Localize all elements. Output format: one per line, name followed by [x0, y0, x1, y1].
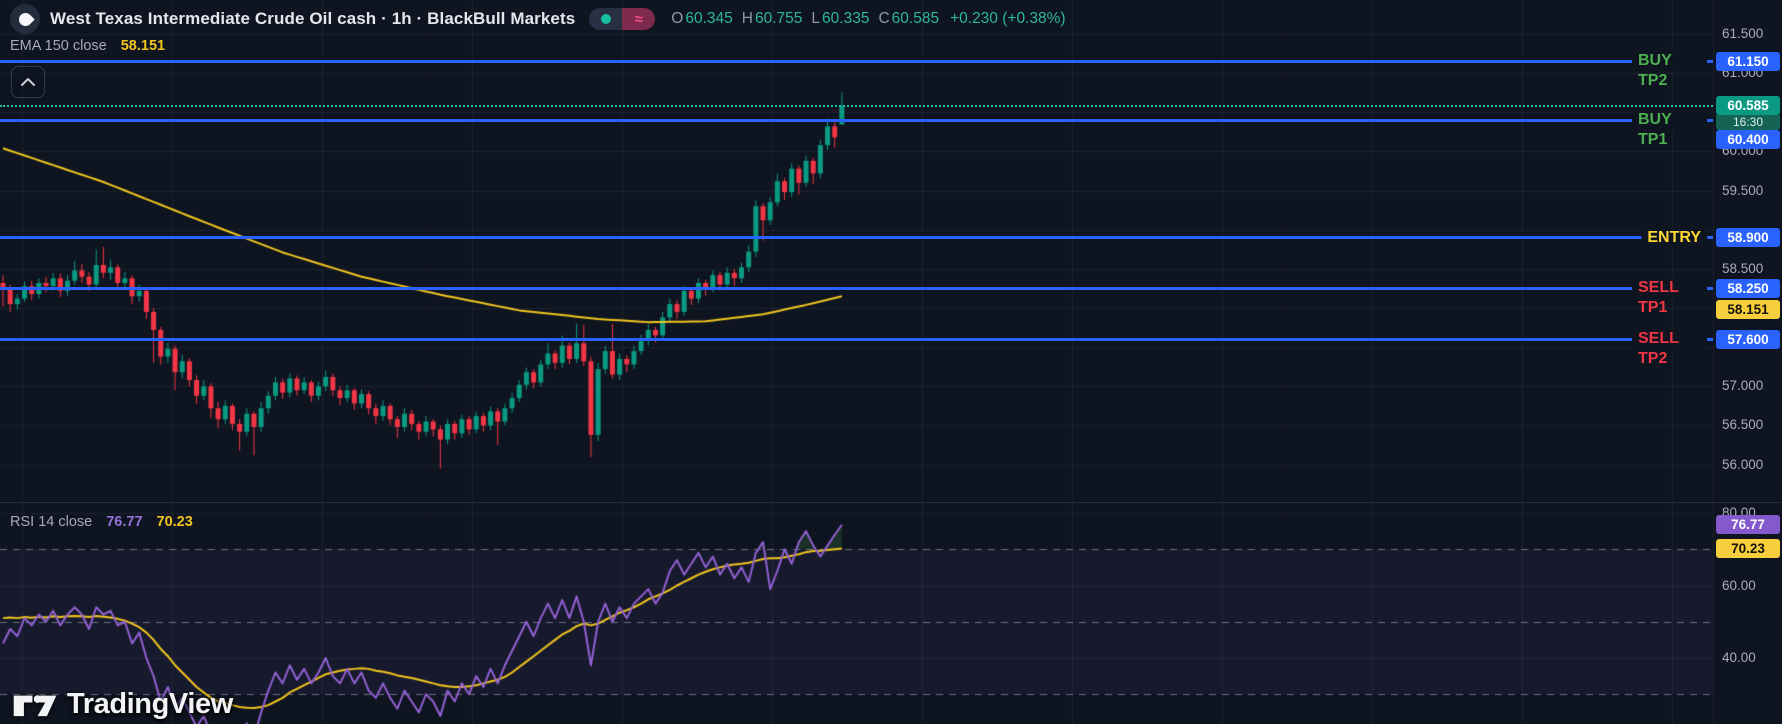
price-axis-tick: 61.500: [1722, 25, 1764, 41]
pane-separator[interactable]: [0, 502, 1782, 503]
rsi-axis-tick: 60.00: [1722, 577, 1756, 593]
level-price-pill: 57.600: [1716, 329, 1780, 349]
ema-legend[interactable]: EMA 150 close 58.151: [10, 38, 165, 54]
low-label: L: [811, 10, 821, 27]
price-axis-tick: 58.500: [1722, 260, 1764, 276]
symbol-title[interactable]: West Texas Intermediate Crude Oil cash ·…: [50, 9, 576, 28]
level-price-pill: 58.250: [1716, 278, 1780, 298]
level-label[interactable]: SELL TP1: [1632, 278, 1707, 316]
low-value: 60.335: [822, 10, 870, 27]
ema-legend-value: 58.151: [120, 38, 166, 54]
level-label[interactable]: ENTRY: [1641, 227, 1707, 248]
rsi-value-pill: 70.23: [1716, 538, 1780, 558]
price-axis[interactable]: 61.500 61.000 60.000 59.500 58.500 57.000 56.5…: [1713, 0, 1782, 724]
level-price-pill: 60.400: [1716, 129, 1780, 149]
tradingview-mark-icon: [13, 694, 57, 716]
bar-countdown-pill: 16:30: [1716, 115, 1780, 131]
open-label: O: [671, 10, 684, 27]
ohlc-readout: O 60.345 H 60.755 L 60.335 C 60.585 +0.230 (…: [671, 10, 1065, 28]
price-axis-tick: 56.500: [1722, 417, 1764, 433]
rsi-legend-value: 76.77: [106, 514, 143, 530]
level-label[interactable]: BUY TP2: [1632, 51, 1707, 89]
collapse-pane-button[interactable]: [11, 66, 45, 98]
delayed-data-icon: ≈: [622, 8, 656, 30]
rsi-legend[interactable]: RSI 14 close 76.77 70.23: [10, 514, 193, 530]
level-label[interactable]: SELL TP2: [1632, 329, 1707, 367]
high-value: 60.755: [754, 10, 803, 27]
oil-drop-icon: [10, 4, 40, 34]
price-axis-tick: 57.000: [1722, 378, 1764, 394]
ema-legend-label: EMA 150 close: [10, 38, 107, 54]
market-status-badges[interactable]: ≈: [589, 8, 656, 30]
close-value: 60.585: [891, 10, 940, 27]
tradingview-logo[interactable]: TradingView: [12, 688, 233, 721]
change-value: +0.230 (+0.38%): [950, 10, 1066, 27]
market-open-dot-icon: [589, 8, 623, 30]
rsi-axis-tick: 40.00: [1722, 650, 1756, 665]
current-price-pill: 60.585: [1716, 96, 1780, 116]
level-price-pill: 61.150: [1716, 51, 1780, 71]
level-line-buy-tp1[interactable]: [0, 118, 1713, 122]
rsi-value-pill: 76.77: [1716, 515, 1780, 535]
level-price-pill: 58.900: [1716, 228, 1780, 248]
symbol-header: West Texas Intermediate Crude Oil cash ·…: [10, 4, 1066, 34]
level-line-sell-tp2[interactable]: [0, 337, 1713, 341]
tradingview-logo-text: TradingView: [67, 688, 233, 720]
price-axis-tick: 59.500: [1722, 182, 1764, 198]
rsi-legend-label: RSI 14 close: [10, 514, 93, 530]
level-label[interactable]: BUY TP1: [1632, 110, 1707, 148]
open-value: 60.345: [685, 10, 733, 27]
chevron-up-icon: [21, 78, 35, 86]
price-axis-tick: 56.000: [1722, 456, 1764, 472]
rsi-ma-legend-value: 70.23: [156, 514, 193, 530]
level-line-entry[interactable]: [0, 236, 1713, 240]
current-price-line: [0, 104, 1713, 107]
level-line-buy-tp2[interactable]: [0, 59, 1713, 63]
ema-value-pill: 58.151: [1716, 299, 1780, 319]
high-label: H: [741, 10, 753, 27]
level-line-sell-tp1[interactable]: [0, 286, 1713, 290]
close-label: C: [878, 10, 890, 27]
